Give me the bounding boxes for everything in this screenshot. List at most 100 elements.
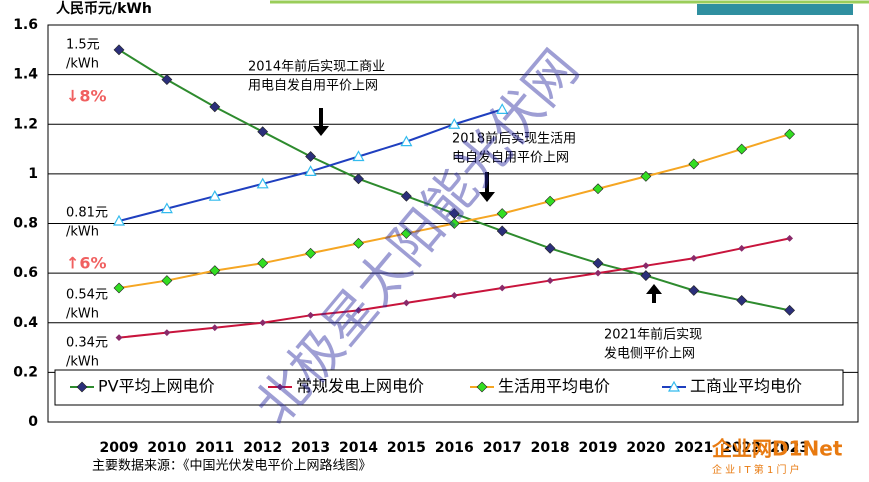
legend-label: 工商业平均电价 [690, 377, 802, 396]
data-point [784, 304, 796, 316]
x-tick-label: 2012 [243, 440, 282, 456]
annotation: 发电侧平价上网 [604, 346, 695, 362]
annotation: 0.81元 [66, 206, 108, 221]
arrow-head [479, 192, 495, 202]
data-point [304, 165, 317, 176]
x-tick-label: 2022 [722, 440, 761, 456]
annotation: 用电自发自用平价上网 [248, 78, 378, 94]
arrow-head [646, 284, 662, 294]
source-note: 主要数据来源：《中国光伏发电平价上网路线图》 [92, 458, 372, 474]
legend-marker [476, 381, 488, 393]
arrow-head [313, 126, 329, 136]
annotation: 1.5元 [66, 38, 100, 53]
data-point [402, 299, 410, 307]
legend-marker [76, 381, 88, 393]
data-point [784, 128, 796, 140]
data-point [112, 214, 126, 226]
data-point [161, 74, 173, 86]
legend-marker [667, 380, 681, 392]
data-point [496, 208, 508, 219]
data-point [163, 329, 171, 337]
y-tick-label: 1.4 [13, 67, 38, 83]
logo-slogan: 企 业 I T 第 1 门 户 [712, 463, 800, 476]
data-point [496, 225, 508, 237]
data-point [544, 242, 556, 254]
data-point [498, 284, 506, 292]
data-point [450, 292, 458, 299]
annotation: /kWh [66, 225, 99, 240]
data-point [307, 311, 315, 319]
legend-label: 常规发电上网电价 [296, 377, 424, 396]
y-tick-label: 0.6 [13, 265, 38, 281]
y-tick-label: 0 [28, 414, 38, 430]
x-tick-label: 2016 [435, 440, 474, 456]
data-point [257, 126, 269, 138]
x-tick-label: 2019 [579, 440, 618, 456]
data-point [544, 195, 556, 207]
legend-label: PV平均上网电价 [98, 377, 215, 396]
annotation: ↑6% [66, 254, 107, 273]
data-point [688, 158, 700, 170]
data-point [355, 306, 362, 314]
annotation: /kWh [66, 355, 99, 370]
x-tick-label: 2023 [770, 440, 809, 456]
data-point [353, 237, 364, 249]
annotation: 电自发自用平价上网 [452, 150, 569, 166]
data-point [738, 244, 746, 252]
legend-marker [276, 383, 284, 391]
x-tick-label: 2017 [483, 440, 522, 456]
legend-box [54, 369, 844, 406]
data-point [736, 294, 748, 306]
annotation: 0.54元 [66, 288, 108, 303]
data-point [353, 173, 364, 185]
data-point [786, 234, 794, 242]
data-point [113, 44, 125, 56]
data-point [400, 190, 412, 202]
x-tick-label: 2011 [195, 440, 234, 456]
x-tick-label: 2021 [674, 440, 713, 456]
data-point [546, 277, 554, 284]
x-tick-label: 2015 [387, 440, 426, 456]
data-point [448, 218, 460, 229]
data-point [256, 177, 269, 189]
annotation: /kWh [66, 307, 99, 322]
annotation: /kWh [66, 57, 99, 72]
data-point [400, 228, 412, 239]
data-point [496, 103, 509, 114]
data-point [592, 257, 604, 269]
data-point [592, 183, 604, 195]
data-point [448, 118, 461, 129]
annotation: 2014年前后实现工商业 [248, 59, 385, 75]
top-decoration-block [697, 4, 853, 15]
annotation: 2018前后实现生活用 [452, 131, 576, 147]
data-point [690, 254, 698, 262]
x-tick-label: 2013 [291, 440, 330, 456]
data-point [115, 334, 123, 342]
data-point [211, 324, 219, 332]
data-point [305, 151, 317, 162]
y-tick-label: 0.2 [13, 364, 38, 380]
data-point [736, 143, 748, 155]
data-point [257, 257, 269, 269]
annotation: 0.34元 [66, 336, 108, 351]
data-point [259, 319, 267, 327]
data-point [640, 270, 652, 282]
plot: 0 0.2 0.4 0.6 0.8 1 1.2 1.4 1.6 2009 2010 2011 2012 2… [13, 17, 859, 456]
x-tick-label: 2018 [531, 440, 570, 456]
data-point [161, 275, 173, 286]
annotation: ↓8% [66, 87, 107, 106]
legend-label: 生活用平均电价 [498, 377, 610, 396]
data-point [400, 135, 413, 147]
data-point [209, 101, 221, 113]
data-point [640, 170, 652, 182]
data-point [642, 262, 650, 270]
data-point [594, 269, 602, 277]
data-point [208, 189, 221, 201]
logo: 企业网D1Net [711, 437, 843, 461]
y-tick-label: 1.2 [13, 116, 38, 132]
annotation: 2021年前后实现 [604, 327, 702, 343]
y-tick-label: 1.6 [13, 17, 38, 33]
data-point [305, 247, 317, 259]
x-tick-label: 2010 [147, 440, 186, 456]
data-point [113, 282, 125, 294]
